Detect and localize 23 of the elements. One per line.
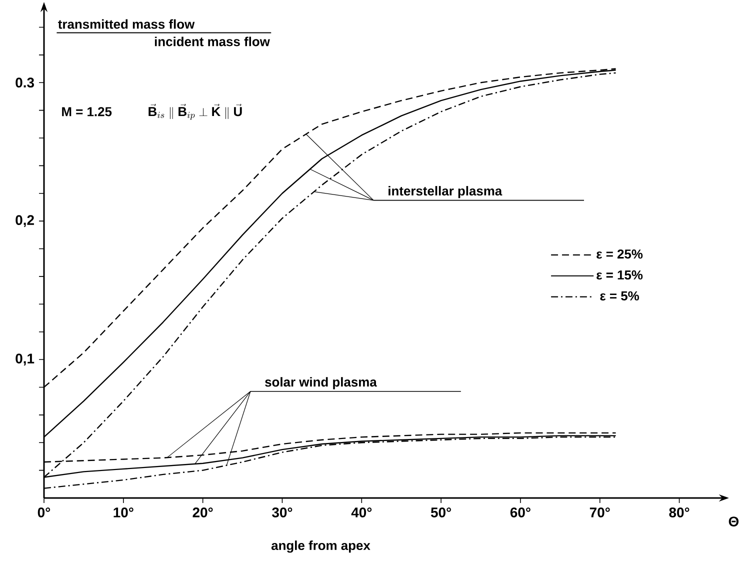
x-tick-label: 40° bbox=[351, 507, 372, 518]
legend-label: ε = 25% bbox=[596, 249, 643, 259]
legend-label: ε = 15% bbox=[596, 270, 643, 280]
y-tick-label: 0,1 bbox=[16, 354, 34, 366]
x-tick-label: 80° bbox=[669, 507, 690, 518]
legend-label: ε = 5% bbox=[600, 291, 639, 300]
x-tick-label: 20° bbox=[192, 507, 213, 518]
x-tick-label: 50° bbox=[430, 507, 452, 518]
x-tick-label: 0° bbox=[38, 507, 50, 518]
x-tick-label: 10° bbox=[114, 507, 134, 518]
annotation: M = 1.25 bbox=[62, 107, 112, 116]
annotation: interstellar plasma bbox=[388, 186, 502, 198]
x-tick-label: 30° bbox=[272, 507, 292, 518]
text: Θ bbox=[728, 516, 739, 526]
y-tick-label: 0,2 bbox=[16, 215, 34, 228]
x-axis-title: angle from apex bbox=[271, 540, 370, 553]
x-tick-label: 60° bbox=[510, 507, 530, 518]
text: incident mass flow bbox=[154, 36, 270, 46]
annotation: $\vec{\mathbf{B}}_{is} \parallel \vec{\mathbf{B}}_{ip} \perp \vec{\mathbf{K}} \parallel \vec{\mathbf{U}}$ bbox=[148, 104, 242, 120]
y-tick-label: 0.3 bbox=[16, 78, 34, 88]
x-tick-label: 70° bbox=[590, 507, 610, 518]
annotation: solar wind plasma bbox=[265, 377, 377, 390]
chart-title: transmitted mass flow bbox=[58, 19, 195, 29]
